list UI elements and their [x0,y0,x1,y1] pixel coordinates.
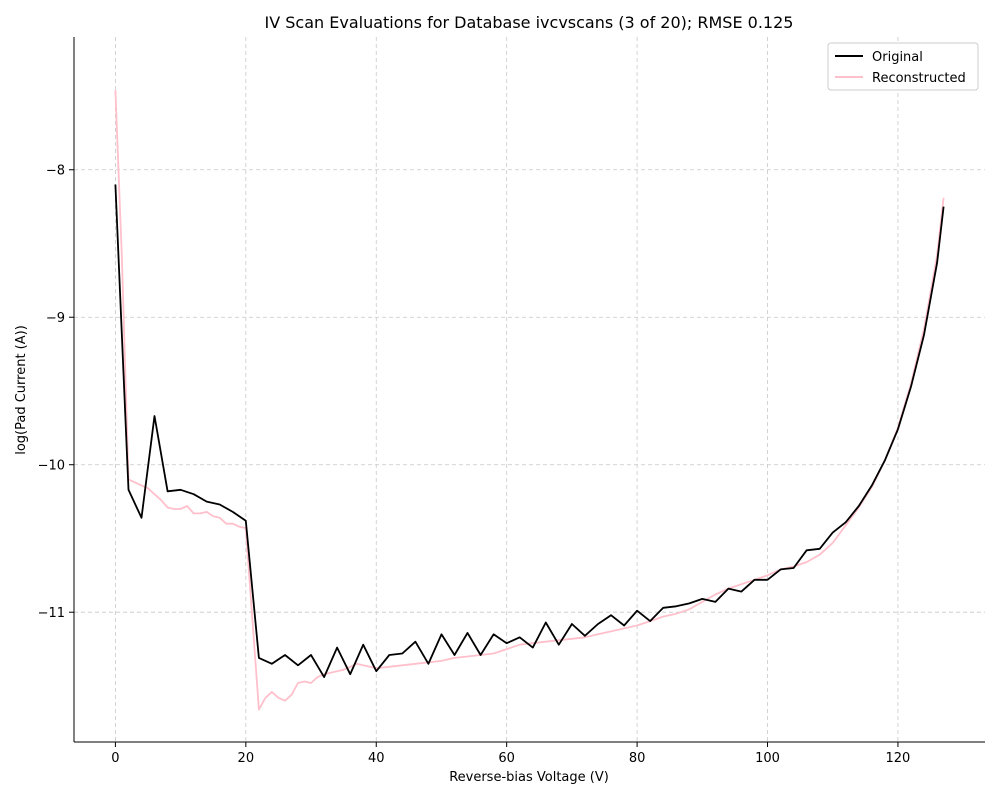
axes [73,37,985,743]
legend-frame [827,42,979,91]
legend-label-reconstructed: Reconstructed [872,71,966,86]
y-tick-label: −8 [46,164,65,179]
y-tick-label: −9 [46,311,65,326]
legend: Original Reconstructed [827,42,979,91]
y-tick-label: −11 [38,606,65,621]
x-tick-label: 80 [629,751,646,766]
chart-title: IV Scan Evaluations for Database ivcvsca… [265,13,794,32]
series-line-original [114,184,945,678]
ticks: 0 20 40 60 80 100 120 −8 −9 −10 −11 [38,164,911,766]
x-tick-label: 20 [238,751,255,766]
x-tick-label: 60 [498,751,515,766]
legend-label-original: Original [872,50,923,65]
x-tick-label: 120 [886,751,911,766]
x-tick-label: 0 [111,751,119,766]
y-tick-label: −10 [38,459,65,474]
series-lines [114,90,945,711]
x-tick-label: 40 [368,751,385,766]
x-tick-label: 100 [755,751,780,766]
grid [74,37,985,742]
series-line-reconstructed [114,90,945,711]
x-axis-label: Reverse-bias Voltage (V) [449,770,609,785]
y-axis-label: log(Pad Current (A)) [14,325,29,455]
